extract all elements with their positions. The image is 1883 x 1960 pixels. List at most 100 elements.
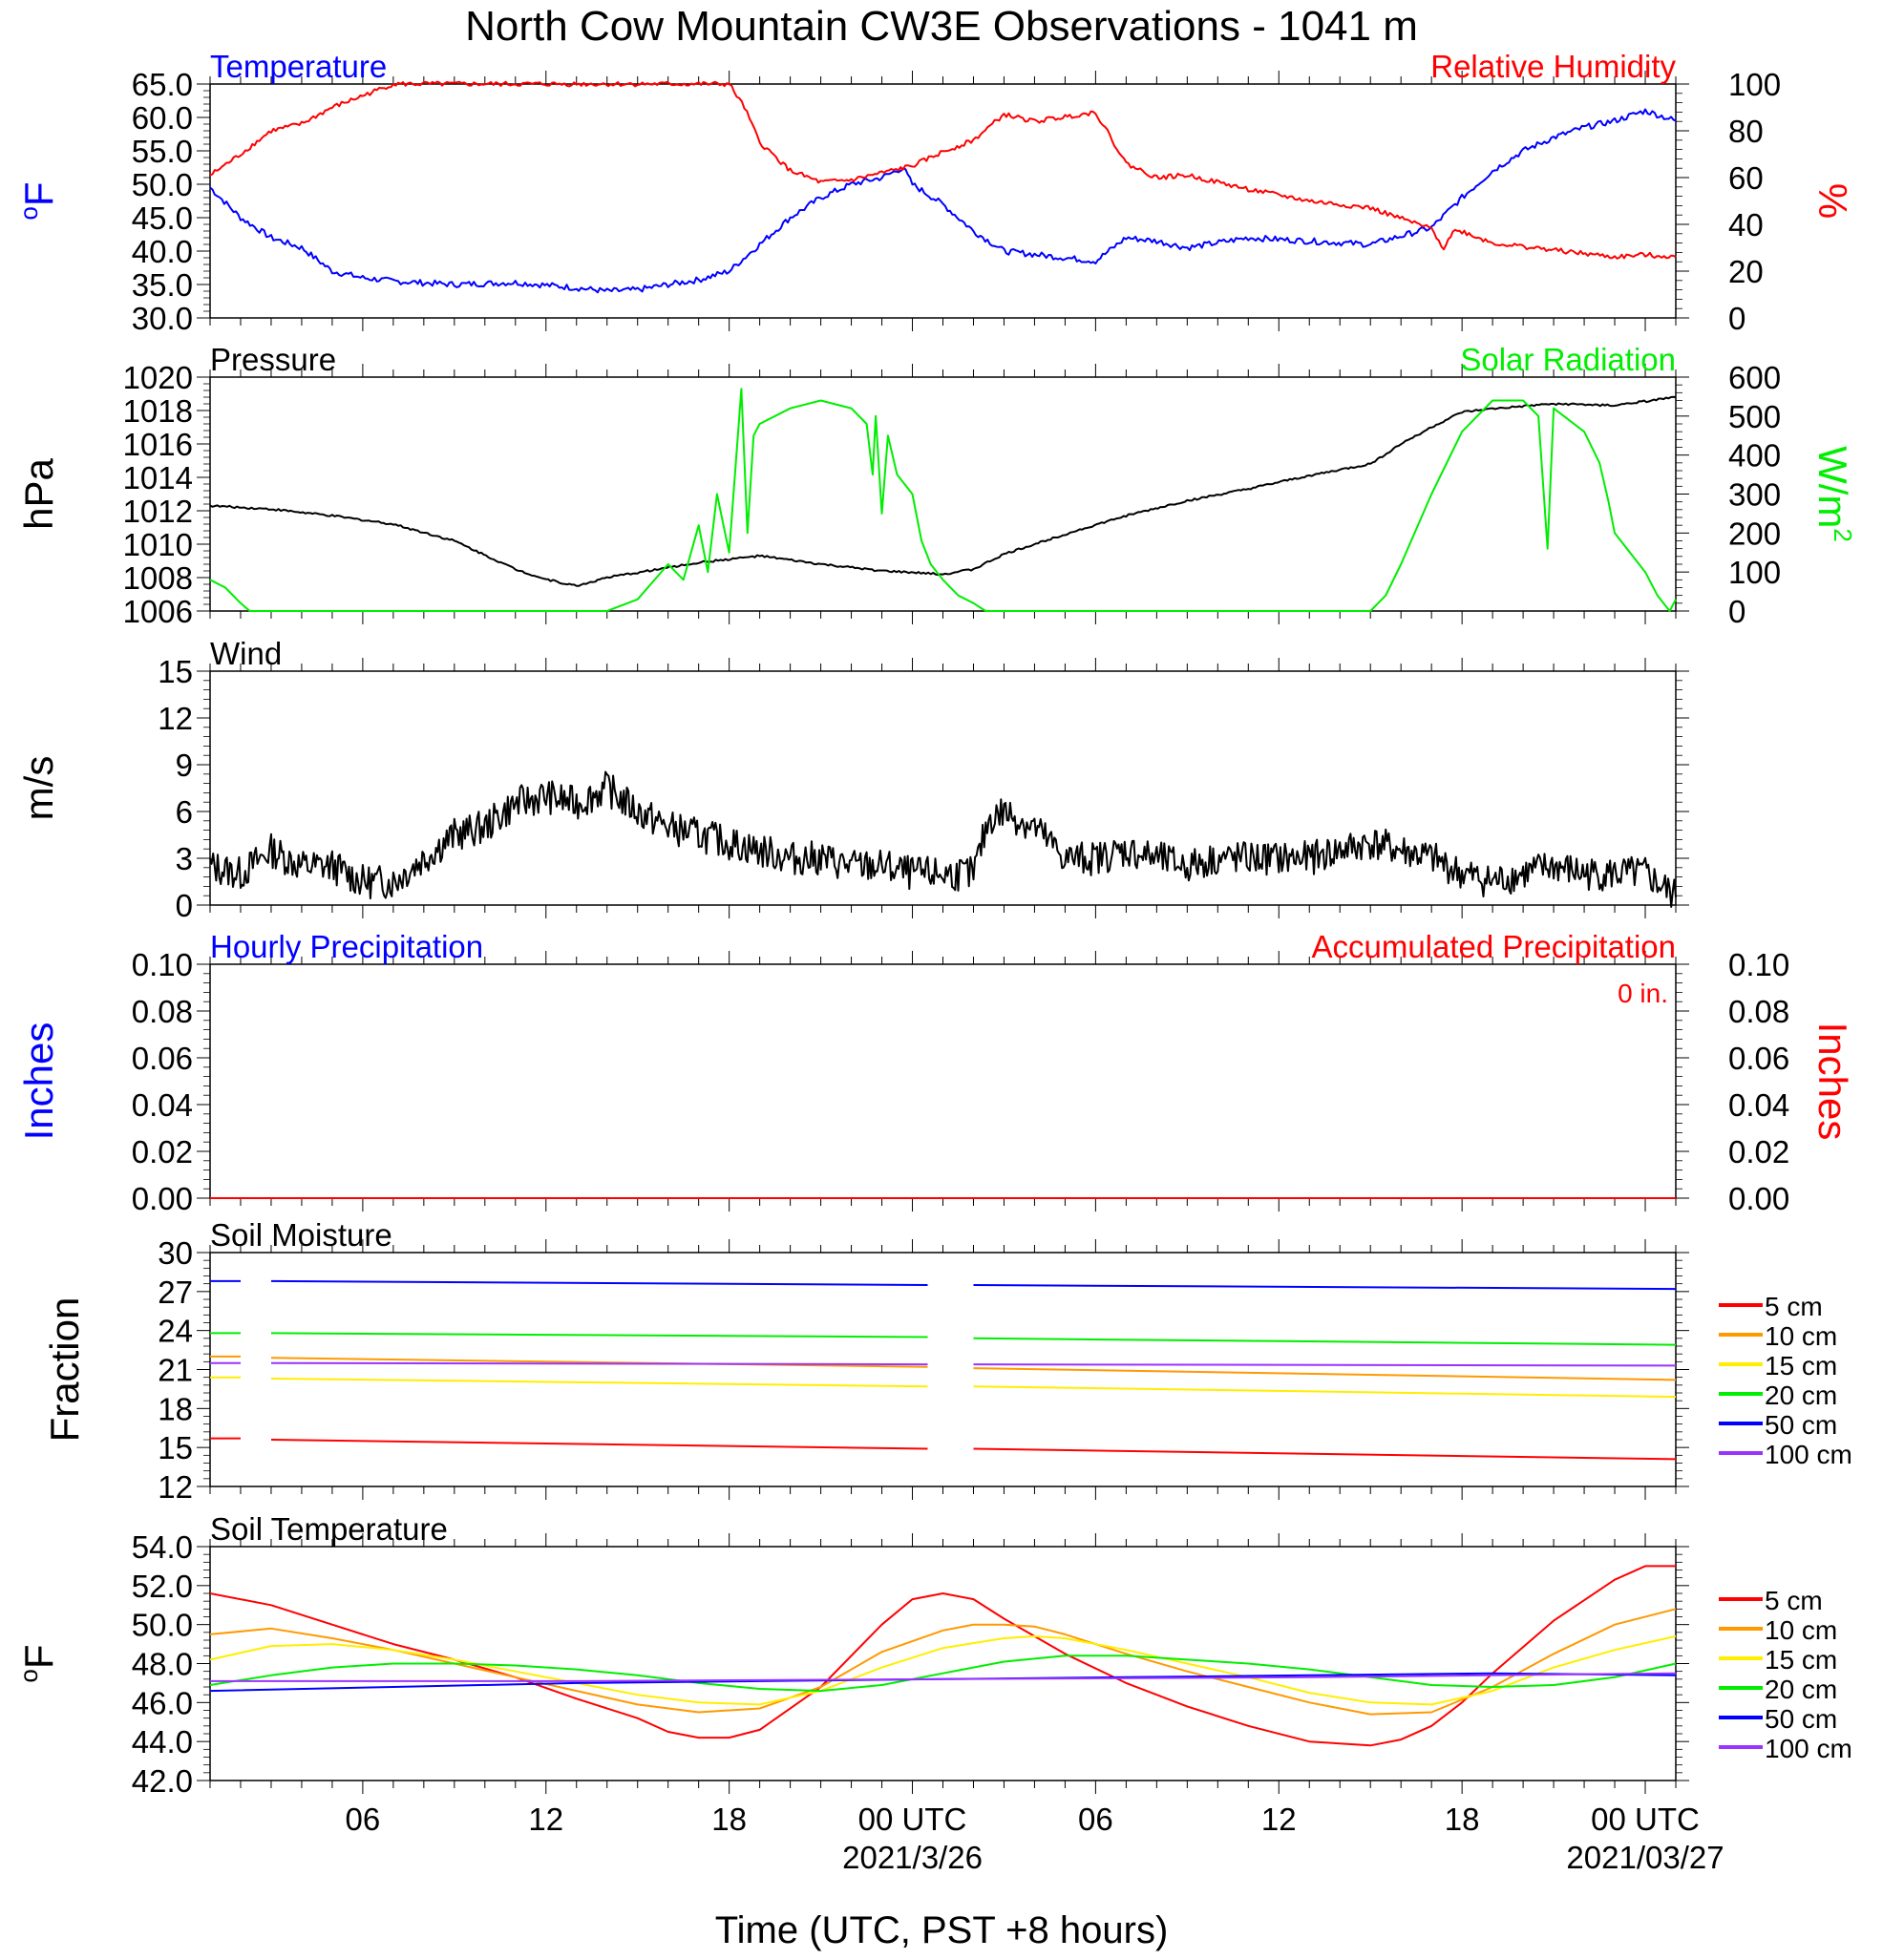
y-tick-label-left: 15 [158, 1430, 193, 1465]
x-date-label: 2021/3/26 [842, 1840, 983, 1875]
panels: 30.035.040.045.050.055.060.065.002040608… [14, 49, 1857, 1875]
series-line [209, 770, 1677, 908]
y-tick-label-left: 55.0 [132, 134, 193, 169]
y-axis-label-left: hPa [16, 457, 61, 529]
y-tick-label-left: 44.0 [132, 1724, 193, 1760]
y-tick-label-right: 0.02 [1728, 1134, 1789, 1170]
y-tick-label-left: 42.0 [132, 1763, 193, 1799]
series-100-cm [210, 1361, 1677, 1367]
y-tick-label-left: 0.06 [132, 1041, 193, 1076]
series-line [973, 1385, 1677, 1399]
series-15-cm [210, 1376, 1677, 1399]
series-line [209, 1608, 1677, 1716]
x-tick-label: 18 [711, 1802, 747, 1837]
y-axis-label-left: Fraction [42, 1297, 87, 1443]
y-axis-label-right: % [1810, 183, 1855, 219]
series-temperature [209, 108, 1677, 294]
y-tick-label-left: 1014 [123, 460, 193, 495]
panel-title-left: Pressure [210, 342, 336, 377]
y-tick-label-left: 45.0 [132, 200, 193, 236]
y-tick-label-right: 0 [1728, 301, 1745, 336]
y-axis-label-left: oF [14, 1644, 61, 1682]
y-tick-label-left: 1018 [123, 393, 193, 429]
series-line [209, 395, 1677, 587]
series-line [209, 1634, 1677, 1706]
panel-title-left: Soil Moisture [210, 1217, 392, 1253]
y-tick-label-right: 0.06 [1728, 1041, 1789, 1076]
y-axis-label-right: Inches [1810, 1022, 1855, 1141]
unit-letter: F [16, 181, 61, 206]
x-tick-label: 00 UTC [858, 1802, 967, 1837]
y-tick-label-right: 0.10 [1728, 947, 1789, 982]
series-line [209, 388, 1677, 612]
y-tick-label-right: 60 [1728, 160, 1764, 196]
panel-title-right: Accumulated Precipitation [1311, 929, 1676, 964]
legend-label: 15 cm [1765, 1645, 1837, 1675]
y-axis-label-left: m/s [16, 756, 61, 821]
series-5-cm [210, 1437, 1677, 1461]
panel-title-left: Temperature [210, 49, 387, 84]
y-tick-label-right: 100 [1728, 67, 1781, 102]
series-20-cm [209, 1654, 1677, 1693]
y-tick-label-left: 12 [158, 701, 193, 736]
series-20-cm [210, 1332, 1677, 1346]
series-line [973, 1447, 1677, 1461]
legend-label: 5 cm [1765, 1586, 1823, 1615]
series-line [209, 1654, 1677, 1693]
x-tick-label: 18 [1445, 1802, 1480, 1837]
x-tick-label: 12 [1261, 1802, 1297, 1837]
y-axis-label-left: Inches [16, 1022, 61, 1141]
figure-title: North Cow Mountain CW3E Observations - 1… [465, 3, 1418, 50]
unit-exponent: 2 [1829, 528, 1857, 541]
series-10-cm [209, 1608, 1677, 1716]
legend-label: 20 cm [1765, 1380, 1837, 1410]
series-line [270, 1357, 928, 1368]
y-tick-label-right: 80 [1728, 114, 1764, 149]
panel-title-left: Hourly Precipitation [210, 929, 483, 964]
y-tick-label-left: 54.0 [132, 1529, 193, 1565]
y-tick-label-left: 3 [176, 841, 193, 876]
legend-label: 20 cm [1765, 1675, 1837, 1704]
series-line [210, 1672, 1677, 1682]
series-pressure [209, 395, 1677, 587]
panel-title-right: Relative Humidity [1430, 49, 1676, 84]
legend-label: 10 cm [1765, 1615, 1837, 1645]
legend-label: 50 cm [1765, 1410, 1837, 1440]
legend-label: 50 cm [1765, 1704, 1837, 1734]
x-tick-label: 00 UTC [1591, 1802, 1700, 1837]
y-tick-label-left: 24 [158, 1314, 193, 1349]
degree-symbol: o [14, 206, 43, 220]
y-tick-label-left: 0.02 [132, 1134, 193, 1170]
series-line [270, 1361, 928, 1366]
series-line [973, 1337, 1677, 1346]
y-tick-label-right: 0.04 [1728, 1087, 1789, 1123]
series-solar-radiation [209, 388, 1677, 612]
y-tick-label-left: 9 [176, 748, 193, 783]
y-tick-label-left: 46.0 [132, 1685, 193, 1720]
y-tick-label-left: 15 [158, 654, 193, 689]
series-10-cm [210, 1355, 1677, 1381]
series-line [973, 1367, 1677, 1381]
x-axis-label: Time (UTC, PST +8 hours) [715, 1909, 1169, 1951]
panel-title-left: Soil Temperature [210, 1511, 448, 1547]
series-50-cm [210, 1279, 1677, 1291]
panel-temperature_rh: 30.035.040.045.050.055.060.065.0 0 20 40 60 8… [14, 49, 1855, 336]
y-tick-label-left: 0.00 [132, 1181, 193, 1216]
y-tick-label-right: 100 [1728, 555, 1781, 590]
unit-text: W/m [1810, 446, 1855, 528]
y-tick-label-left: 0.10 [132, 947, 193, 982]
x-tick-label: 06 [346, 1802, 381, 1837]
y-tick-label-left: 1020 [123, 360, 193, 395]
y-tick-label-left: 6 [176, 794, 193, 830]
series-line [270, 1332, 928, 1338]
legend-label: 100 cm [1765, 1440, 1852, 1469]
series-line [973, 1284, 1677, 1291]
legend-label: 5 cm [1765, 1292, 1823, 1321]
legend-label: 100 cm [1765, 1734, 1852, 1763]
panel-soil_temperature: 42.044.0 46.048.0 50.0 52.0 54.0 Soil Tempera… [14, 1511, 1852, 1799]
series-100-cm [210, 1672, 1677, 1682]
series-line [270, 1279, 928, 1286]
legend-label: 15 cm [1765, 1351, 1837, 1380]
